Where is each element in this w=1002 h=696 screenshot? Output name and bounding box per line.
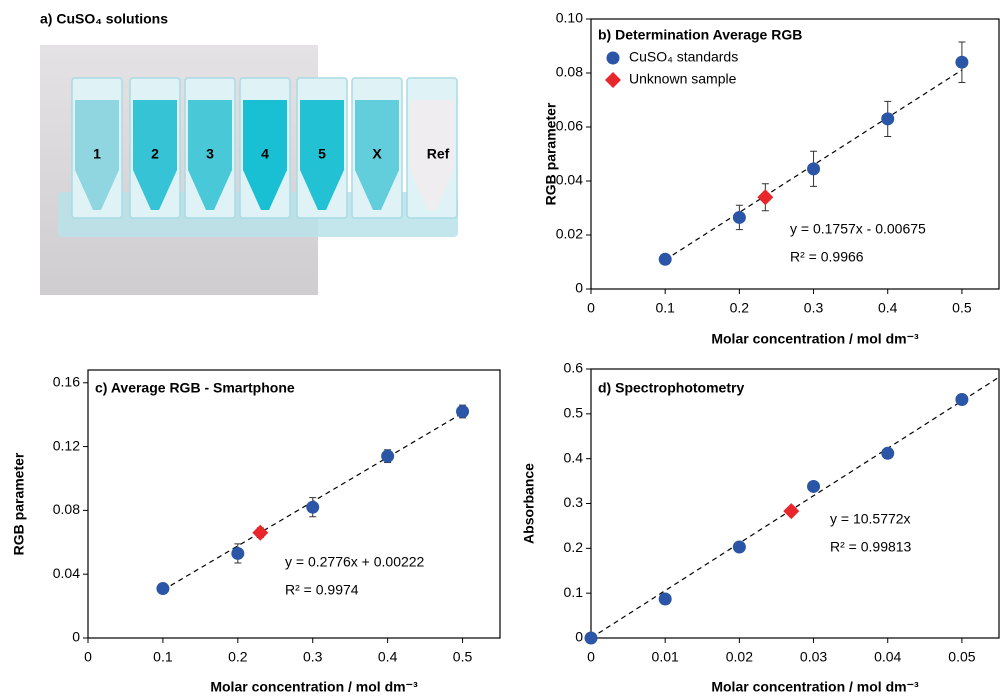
cuvette-liquid: [243, 100, 287, 210]
cuvette-label: 4: [261, 146, 269, 162]
legend-marker: [605, 72, 621, 88]
point: [456, 404, 470, 418]
plot-frame: [87, 369, 501, 639]
point: [306, 500, 320, 514]
x-tick-label: 0.1: [655, 300, 675, 316]
annotation: y = 0.1757x - 0.00675: [790, 221, 926, 237]
point: [783, 503, 800, 520]
x-tick-label: 0.1: [153, 649, 173, 665]
point: [757, 189, 774, 206]
x-tick-label: 0: [587, 649, 595, 665]
chart-title: d) Spectrophotometry: [598, 380, 744, 396]
y-tick-label: 0.04: [556, 172, 583, 188]
panel-title: a) CuSO₄ solutions: [40, 11, 168, 27]
point: [955, 55, 969, 69]
x-axis-label: Molar concentration / mol dm⁻³: [711, 331, 919, 347]
point: [658, 592, 672, 606]
annotation: R² = 0.9974: [285, 582, 359, 598]
y-tick-label: 0.12: [53, 437, 80, 453]
y-tick-label: 0.2: [564, 539, 584, 555]
cuvette-liquid: [188, 100, 232, 210]
annotation: R² = 0.99813: [830, 539, 912, 555]
y-tick-label: 0.08: [53, 501, 80, 517]
y-tick-label: 0.06: [556, 118, 583, 134]
x-tick-label: 0.5: [453, 649, 473, 665]
y-tick-label: 0.08: [556, 64, 583, 80]
x-tick-label: 0.03: [800, 649, 827, 665]
legend-label: CuSO₄ standards: [629, 49, 738, 65]
cuvette-label: X: [372, 146, 382, 162]
x-tick-label: 0.4: [378, 649, 398, 665]
point: [807, 479, 821, 493]
plot-frame: [590, 368, 1000, 639]
x-tick-label: 0.5: [952, 300, 972, 316]
y-tick-label: 0.5: [564, 405, 584, 421]
point: [231, 546, 245, 560]
photo-panel: a) CuSO₄ solutions 1 2 3 4 5 X Ref: [40, 11, 458, 295]
y-tick-label: 0.04: [53, 565, 80, 581]
y-axis-label: RGB parameter: [543, 102, 559, 205]
x-tick-label: 0.2: [730, 300, 750, 316]
cuvette-liquid: [355, 100, 399, 210]
point: [807, 162, 821, 176]
cuvette-label: Ref: [427, 146, 450, 162]
point: [732, 210, 746, 224]
cuvette-liquid: [410, 100, 454, 210]
x-tick-label: 0.3: [804, 300, 824, 316]
x-tick-label: 0.02: [726, 649, 753, 665]
point: [584, 631, 598, 645]
x-axis-label: Molar concentration / mol dm⁻³: [210, 679, 418, 695]
y-tick-label: 0: [575, 280, 583, 296]
y-tick-label: 0.1: [564, 584, 584, 600]
x-tick-label: 0.05: [948, 649, 975, 665]
point: [732, 540, 746, 554]
cuvette-liquid: [133, 100, 177, 210]
point: [381, 449, 395, 463]
annotation: y = 0.2776x + 0.00222: [285, 554, 425, 570]
x-tick-label: 0.4: [878, 300, 898, 316]
chart-title: c) Average RGB - Smartphone: [95, 380, 295, 396]
x-tick-label: 0.04: [874, 649, 901, 665]
x-tick-label: 0.01: [652, 649, 679, 665]
x-tick-label: 0.2: [228, 649, 248, 665]
cuvette-label: 1: [93, 146, 101, 162]
plot-frame: [590, 18, 1000, 290]
annotation: R² = 0.9966: [790, 249, 864, 265]
annotation: y = 10.5772x: [830, 511, 911, 527]
point: [881, 446, 895, 460]
y-tick-label: 0.3: [564, 494, 584, 510]
y-tick-label: 0.4: [564, 449, 584, 465]
legend-label: Unknown sample: [629, 71, 737, 87]
x-axis-label: Molar concentration / mol dm⁻³: [711, 679, 919, 695]
fit-line: [664, 69, 963, 261]
cuvette-liquid: [300, 100, 344, 210]
legend-marker: [606, 51, 620, 65]
y-tick-label: 0.16: [53, 373, 80, 389]
y-tick-label: 0.6: [564, 360, 584, 376]
point: [156, 582, 170, 596]
chart-title: b) Determination Average RGB: [598, 27, 802, 43]
point: [252, 524, 269, 541]
cuvette-liquid: [75, 100, 119, 210]
point: [658, 252, 672, 266]
x-tick-label: 0.3: [303, 649, 323, 665]
point: [881, 112, 895, 126]
point: [955, 392, 969, 406]
y-tick-label: 0.10: [556, 10, 583, 26]
x-tick-label: 0: [587, 300, 595, 316]
cuvette-label: 3: [206, 146, 214, 162]
x-tick-label: 0: [84, 649, 92, 665]
y-axis-label: Absorbance: [521, 463, 537, 544]
y-axis-label: RGB parameter: [11, 452, 27, 555]
cuvette-label: 2: [151, 146, 159, 162]
y-tick-label: 0: [72, 629, 80, 645]
y-tick-label: 0: [575, 629, 583, 645]
cuvette-label: 5: [318, 146, 326, 162]
y-tick-label: 0.02: [556, 226, 583, 242]
